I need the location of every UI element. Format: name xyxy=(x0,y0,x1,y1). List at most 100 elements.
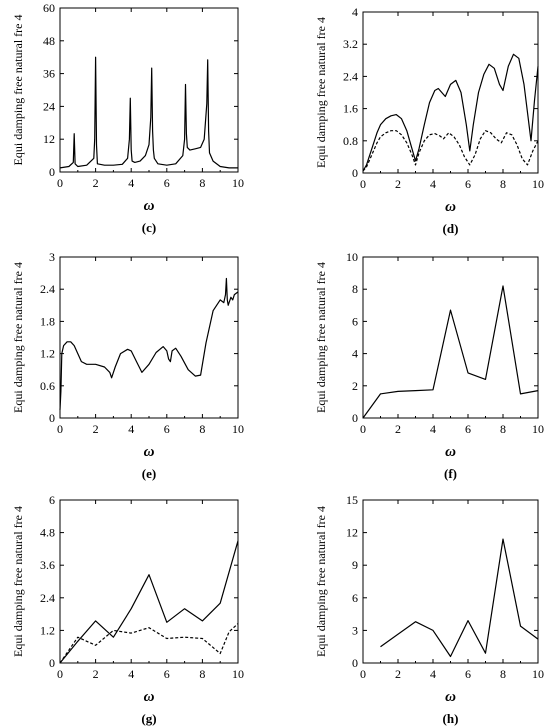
x-tick-label: 8 xyxy=(500,422,506,436)
y-tick-label: 1.8 xyxy=(40,314,55,328)
x-tick-label: 6 xyxy=(465,422,471,436)
y-tick-label: 2.4 xyxy=(343,69,358,83)
y-tick-label: 10 xyxy=(346,250,358,264)
y-tick-label: 48 xyxy=(43,34,55,48)
x-axis-label: ω xyxy=(144,689,155,705)
y-tick-label: 3.2 xyxy=(343,37,358,51)
y-tick-label: 3 xyxy=(49,250,55,264)
panel-label: (e) xyxy=(142,466,156,481)
y-tick-label: 0 xyxy=(352,411,358,425)
y-tick-label: 2.4 xyxy=(40,591,55,605)
y-tick-label: 15 xyxy=(346,493,358,507)
panel-label: (d) xyxy=(443,221,459,236)
x-tick-label: 8 xyxy=(199,176,205,190)
y-tick-label: 9 xyxy=(352,558,358,572)
y-tick-label: 0 xyxy=(49,411,55,425)
x-tick-label: 8 xyxy=(199,667,205,681)
x-tick-label: 2 xyxy=(93,667,99,681)
x-tick-label: 8 xyxy=(500,177,506,191)
x-tick-label: 4 xyxy=(430,177,436,191)
y-tick-label: 12 xyxy=(43,132,55,146)
x-tick-label: 4 xyxy=(128,422,134,436)
y-tick-label: 1.2 xyxy=(40,347,55,361)
y-tick-label: 6 xyxy=(352,314,358,328)
series-line-1 xyxy=(362,53,539,172)
series-line-1 xyxy=(59,56,238,169)
x-tick-label: 0 xyxy=(360,422,366,436)
series-line-1 xyxy=(380,538,539,658)
y-tick-label: 0 xyxy=(352,656,358,670)
x-tick-label: 2 xyxy=(395,177,401,191)
x-tick-label: 2 xyxy=(395,667,401,681)
chart-panel-4: 0 2 4 6 8 10 0 2 4 6 8 10 Equi damping free natural … xyxy=(314,250,544,481)
y-tick-label: 12 xyxy=(346,526,358,540)
x-tick-label: 10 xyxy=(532,422,544,436)
plot-frame xyxy=(362,11,539,174)
x-tick-label: 2 xyxy=(93,422,99,436)
x-tick-label: 8 xyxy=(500,667,506,681)
x-axis-label: ω xyxy=(445,444,456,460)
x-tick-label: 0 xyxy=(57,176,63,190)
y-axis-label: Equi damping free natural fre 4 xyxy=(314,506,328,657)
x-tick-label: 2 xyxy=(395,422,401,436)
y-tick-label: 3 xyxy=(352,623,358,637)
y-tick-label: 0 xyxy=(49,656,55,670)
y-tick-label: 3.6 xyxy=(40,558,55,572)
y-tick-label: 2 xyxy=(352,379,358,393)
x-axis-label: ω xyxy=(445,689,456,705)
y-tick-label: 4.8 xyxy=(40,526,55,540)
panel-label: (f) xyxy=(444,466,457,481)
plot-frame xyxy=(59,7,239,173)
series-line-2 xyxy=(59,623,239,664)
x-axis-label: ω xyxy=(144,444,155,460)
x-tick-label: 4 xyxy=(430,667,436,681)
x-tick-label: 4 xyxy=(128,176,134,190)
y-tick-label: 8 xyxy=(352,282,358,296)
x-tick-label: 6 xyxy=(164,176,170,190)
x-tick-label: 2 xyxy=(93,176,99,190)
chart-panel-5: 0 2 4 6 8 10 0 1.2 2.4 3.6 4.8 6 Equi damping free n… xyxy=(11,493,244,726)
x-tick-label: 4 xyxy=(128,667,134,681)
y-tick-label: 0.8 xyxy=(343,134,358,148)
x-tick-label: 10 xyxy=(232,422,244,436)
panel-label: (h) xyxy=(443,711,459,726)
x-tick-label: 10 xyxy=(232,667,244,681)
x-tick-label: 6 xyxy=(164,422,170,436)
y-tick-label: 24 xyxy=(43,99,55,113)
series-line-1 xyxy=(59,277,239,410)
y-axis-label: Equi damping free natural fre 4 xyxy=(11,15,25,166)
series-line-2 xyxy=(362,130,539,172)
x-tick-label: 0 xyxy=(57,667,63,681)
x-axis-label: ω xyxy=(144,198,155,214)
x-tick-label: 0 xyxy=(360,177,366,191)
y-tick-label: 2.4 xyxy=(40,282,55,296)
panel-label: (c) xyxy=(142,220,156,235)
chart-panel-3: 0 2 4 6 8 10 0 0.6 1.2 1.8 2.4 3 Equi damping free n… xyxy=(11,250,244,481)
x-axis-label: ω xyxy=(445,199,456,215)
x-tick-label: 6 xyxy=(164,667,170,681)
x-tick-label: 0 xyxy=(57,422,63,436)
chart-panel-6: 0 2 4 6 8 10 0 3 6 9 12 15 Equi damping free natural… xyxy=(314,493,544,726)
y-axis-label: Equi damping free natural fre 4 xyxy=(11,506,25,657)
x-tick-label: 0 xyxy=(360,667,366,681)
plot-frame xyxy=(59,499,239,664)
y-tick-label: 4 xyxy=(352,347,358,361)
y-axis-label: Equi damping free natural fre 4 xyxy=(314,262,328,413)
x-tick-label: 4 xyxy=(430,422,436,436)
y-tick-label: 1.6 xyxy=(343,102,358,116)
x-tick-label: 6 xyxy=(465,177,471,191)
y-tick-label: 36 xyxy=(43,67,55,81)
y-tick-label: 6 xyxy=(49,493,55,507)
series-line-1 xyxy=(59,540,239,664)
y-tick-label: 60 xyxy=(43,1,55,15)
y-tick-label: 1.2 xyxy=(40,623,55,637)
chart-panel-2: 0 2 4 6 8 10 0 0.8 1.6 2.4 3.2 4 Equi damping free n… xyxy=(314,5,544,236)
y-tick-label: 0 xyxy=(352,166,358,180)
y-tick-label: 4 xyxy=(352,5,358,19)
y-axis-label: Equi damping free natural fre 4 xyxy=(11,262,25,413)
series-line-1 xyxy=(362,285,539,419)
x-tick-label: 10 xyxy=(532,667,544,681)
x-tick-label: 8 xyxy=(199,422,205,436)
